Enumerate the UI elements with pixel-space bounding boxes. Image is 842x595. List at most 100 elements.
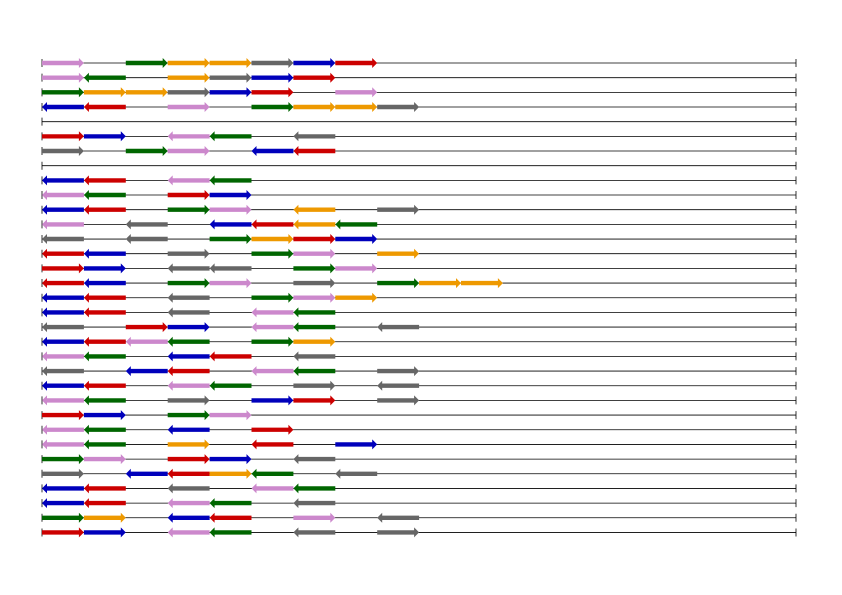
gene-arrow-orange <box>125 87 168 98</box>
gene-arrow-gray <box>377 527 420 538</box>
gene-arrow-red <box>167 190 210 200</box>
gene-arrow-green <box>293 322 336 333</box>
gene-arrow-blue <box>42 483 84 494</box>
gene-arrow-red <box>42 410 84 421</box>
gene-arrow-red <box>83 102 126 112</box>
gene-arrow-gray <box>167 292 210 303</box>
gene-arrow-green <box>251 468 294 479</box>
gene-arrow-green <box>209 380 252 391</box>
gene-arrow-green <box>42 512 84 523</box>
gene-arrow-orange <box>293 219 336 230</box>
gene-arrow-green <box>251 248 294 259</box>
gene-arrow-orange <box>335 102 378 112</box>
gene-arrow-gray <box>42 322 84 333</box>
gene-arrow-gray <box>125 219 168 230</box>
gene-arrow-red <box>251 87 294 98</box>
gene-arrow-blue <box>209 190 252 200</box>
gene-arrow-red <box>83 483 126 494</box>
gene-arrow-blue <box>83 410 126 421</box>
track-22 <box>41 366 797 377</box>
gene-arrow-pink <box>42 424 84 435</box>
gene-arrow-red <box>167 468 210 479</box>
gene-arrow-gray <box>209 72 252 83</box>
gene-arrow-blue <box>42 292 84 303</box>
gene-arrow-gray <box>209 263 252 274</box>
track-16 <box>41 278 797 289</box>
gene-arrow-pink <box>167 175 210 186</box>
gene-arrow-gray <box>42 146 84 156</box>
gene-arrow-green <box>42 87 84 98</box>
track-1 <box>41 58 797 68</box>
gene-arrow-green <box>209 175 252 186</box>
gene-arrow-blue <box>83 131 126 142</box>
gene-arrow-orange <box>251 234 294 244</box>
gene-arrow-orange <box>167 72 210 83</box>
gene-arrow-blue <box>42 307 84 318</box>
gene-arrow-green <box>83 439 126 450</box>
gene-arrow-pink <box>335 87 378 98</box>
gene-arrow-red <box>42 278 84 289</box>
gene-arrow-gray <box>251 58 294 68</box>
gene-arrow-green <box>251 292 294 303</box>
gene-arrow-red <box>83 307 126 318</box>
gene-arrow-red <box>209 512 252 523</box>
gene-arrow-green <box>209 131 252 142</box>
gene-arrow-pink <box>83 454 126 465</box>
gene-arrow-blue <box>42 380 84 391</box>
gene-arrow-green <box>251 336 294 347</box>
gene-arrow-gray <box>42 234 84 244</box>
gene-arrow-orange <box>209 58 252 68</box>
track-30 <box>41 483 797 494</box>
gene-arrow-blue <box>42 498 84 509</box>
track-28 <box>41 454 797 465</box>
gene-arrow-red <box>83 380 126 391</box>
gene-arrow-green <box>83 395 126 406</box>
gene-arrow-gray <box>377 102 420 112</box>
track-24 <box>41 395 797 406</box>
gene-arrow-blue <box>209 219 252 230</box>
gene-arrow-blue <box>125 366 168 377</box>
gene-arrow-pink <box>251 322 294 333</box>
gene-arrow-blue <box>83 263 126 274</box>
gene-arrow-green <box>167 204 210 215</box>
gene-arrow-gray <box>167 248 210 259</box>
gene-arrow-gray <box>293 527 336 538</box>
gene-arrow-gray <box>125 234 168 244</box>
gene-arrow-blue <box>42 204 84 215</box>
gene-arrow-blue <box>167 424 210 435</box>
gene-arrow-gray <box>293 454 336 465</box>
gene-arrow-green <box>167 336 210 347</box>
gene-arrow-pink <box>167 102 210 112</box>
gene-arrow-gray <box>293 351 336 362</box>
gene-arrow-green <box>167 410 210 421</box>
gene-arrow-blue <box>335 439 378 450</box>
gene-arrow-gray <box>377 204 420 215</box>
gene-arrow-gray <box>167 87 210 98</box>
gene-arrow-blue <box>293 58 336 68</box>
gene-arrow-blue <box>167 351 210 362</box>
gene-arrow-pink <box>293 512 336 523</box>
gene-arrow-pink <box>293 292 336 303</box>
gene-arrow-blue <box>125 468 168 479</box>
gene-arrow-red <box>42 527 84 538</box>
gene-arrow-red <box>251 424 294 435</box>
track-4 <box>41 102 797 112</box>
gene-arrow-green <box>209 527 252 538</box>
gene-arrow-pink <box>293 248 336 259</box>
gene-arrow-orange <box>209 468 252 479</box>
track-5 <box>41 117 797 126</box>
gene-arrow-red <box>125 322 168 333</box>
gene-arrow-pink <box>42 351 84 362</box>
gene-arrow-gray <box>377 322 420 333</box>
gene-arrow-orange <box>461 278 503 289</box>
gene-arrow-green <box>209 234 252 244</box>
gene-arrow-gray <box>167 307 210 318</box>
track-15 <box>41 263 797 274</box>
gene-arrow-gray <box>377 366 420 377</box>
gene-arrow-pink <box>251 366 294 377</box>
track-9 <box>41 175 797 186</box>
gene-arrow-pink <box>125 336 168 347</box>
gene-arrow-green <box>167 278 210 289</box>
track-7 <box>41 146 797 156</box>
gene-arrow-green <box>377 278 420 289</box>
